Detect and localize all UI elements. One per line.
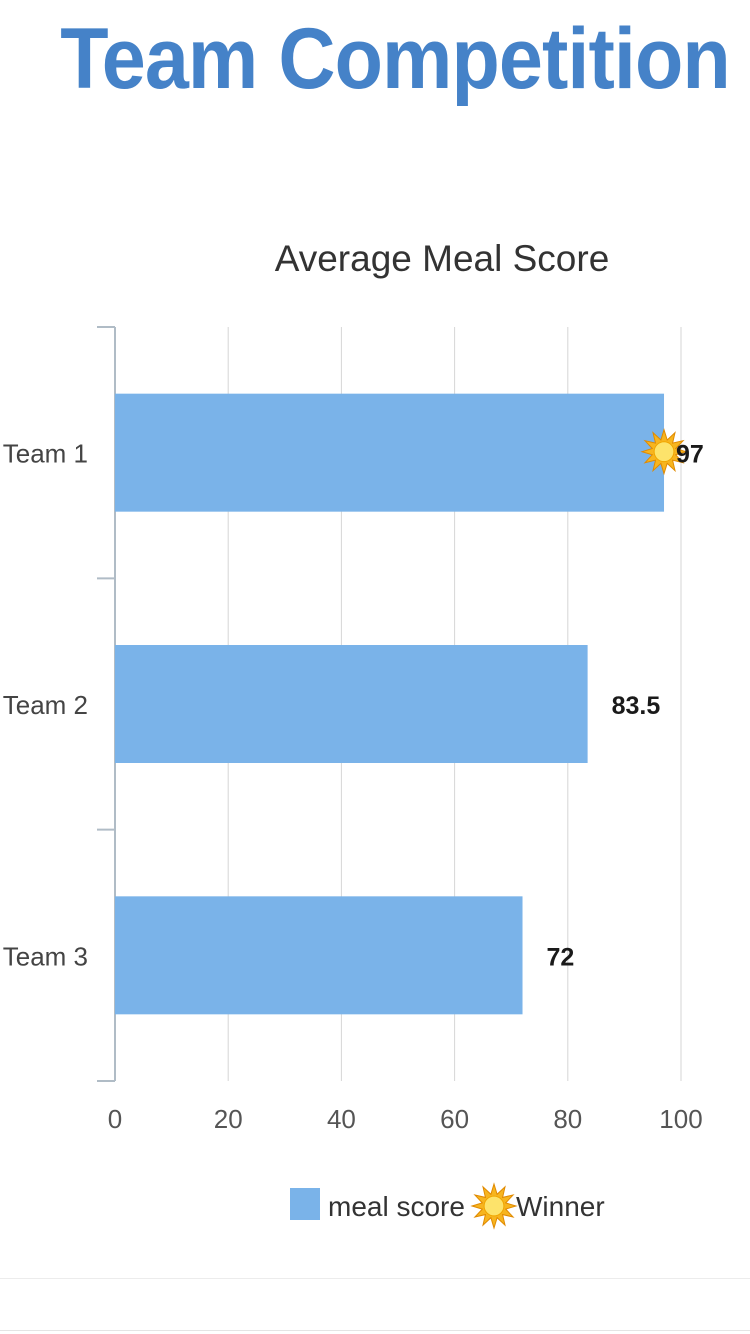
legend-item-winner: Winner <box>470 1182 605 1230</box>
data-label: 97 <box>676 441 704 469</box>
x-tick-label: 20 <box>214 1104 243 1134</box>
sun-core <box>653 441 675 463</box>
sun-icon <box>470 1182 518 1230</box>
data-labels: 97 83.5 72 <box>547 427 704 971</box>
bar <box>115 896 523 1015</box>
data-label: 72 <box>547 943 575 971</box>
sun-icon <box>640 427 688 476</box>
legend-swatch <box>290 1188 320 1220</box>
legend: meal score Winner <box>290 1182 605 1230</box>
legend-item-meal-score: meal score <box>290 1188 465 1222</box>
x-tick-label: 80 <box>553 1104 582 1134</box>
x-tick-label: 60 <box>440 1104 469 1134</box>
x-tick-label: 0 <box>108 1104 122 1134</box>
bars <box>115 393 665 1015</box>
x-tick-label: 40 <box>327 1104 356 1134</box>
sun-core <box>483 1195 505 1217</box>
chart-title: Average Meal Score <box>275 238 610 279</box>
legend-label: meal score <box>328 1191 465 1222</box>
legend-label: Winner <box>516 1191 605 1222</box>
category-label: Team 3 <box>3 941 88 971</box>
x-axis-ticks: 0 20 40 60 80 100 <box>108 1104 703 1134</box>
bar <box>115 393 665 512</box>
page-title: Team Competition <box>60 11 730 107</box>
divider <box>0 1330 750 1331</box>
bar <box>115 645 588 763</box>
category-axis: Team 1 Team 2 Team 3 <box>3 326 116 1082</box>
x-tick-label: 100 <box>659 1104 702 1134</box>
category-label: Team 2 <box>3 690 88 720</box>
data-label: 83.5 <box>612 692 661 720</box>
category-label: Team 1 <box>3 439 88 469</box>
divider <box>0 1278 750 1279</box>
